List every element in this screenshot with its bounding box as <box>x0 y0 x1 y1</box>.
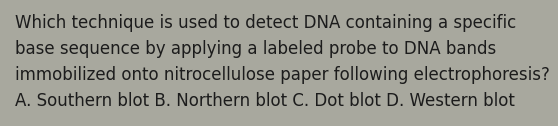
Text: A. Southern blot B. Northern blot C. Dot blot D. Western blot: A. Southern blot B. Northern blot C. Dot… <box>15 92 515 110</box>
Text: Which technique is used to detect DNA containing a specific: Which technique is used to detect DNA co… <box>15 14 516 32</box>
Text: base sequence by applying a labeled probe to DNA bands: base sequence by applying a labeled prob… <box>15 40 496 58</box>
Text: immobilized onto nitrocellulose paper following electrophoresis?: immobilized onto nitrocellulose paper fo… <box>15 66 550 84</box>
